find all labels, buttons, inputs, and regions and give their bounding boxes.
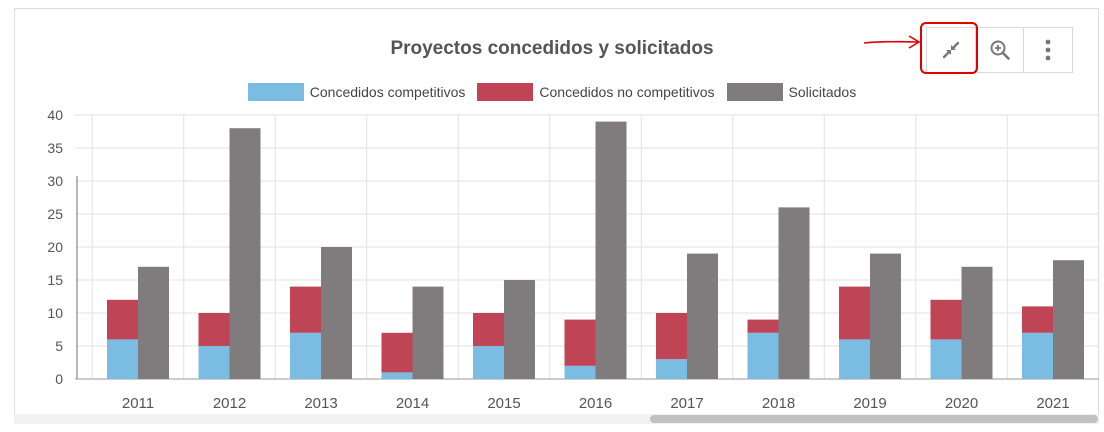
y-tick-label: 10 (47, 305, 63, 321)
zoom-in-button[interactable] (974, 28, 1024, 72)
x-tick-label-2011: 2011 (122, 395, 154, 412)
chart-title: Proyectos concedidos y solicitados (390, 38, 714, 59)
bar-concedidos-competitivos-2016 (564, 365, 596, 379)
bar-concedidos-no-competitivos-2016 (564, 319, 596, 366)
legend-swatch-no-competitivos (477, 83, 534, 101)
y-tick-label: 20 (47, 239, 63, 255)
legend-item-competitivos[interactable]: Concedidos competitivos (247, 83, 466, 101)
x-tick-label-2015: 2015 (487, 395, 520, 412)
x-tick-label-2018: 2018 (762, 395, 795, 412)
bar-concedidos-competitivos-2017 (656, 359, 687, 379)
bar-solicitados-2013 (321, 247, 352, 379)
bar-concedidos-no-competitivos-2014 (381, 332, 413, 373)
bar-concedidos-competitivos-2021 (1022, 332, 1053, 379)
bar-solicitados-2021 (1053, 260, 1084, 379)
x-tick-label-2016: 2016 (579, 395, 612, 412)
x-tick-label-2013: 2013 (304, 395, 337, 412)
bar-solicitados-2015 (504, 280, 535, 379)
bar-concedidos-competitivos-2015 (473, 346, 504, 379)
bar-concedidos-no-competitivos-2021 (1022, 306, 1053, 333)
bar-concedidos-no-competitivos-2015 (473, 313, 504, 346)
bar-solicitados-2012 (229, 128, 261, 379)
bar-solicitados-2018 (778, 207, 810, 379)
x-tick-label-2020: 2020 (945, 395, 978, 412)
bar-solicitados-2019 (870, 253, 901, 379)
bar-concedidos-no-competitivos-2018 (747, 319, 779, 333)
bar-concedidos-no-competitivos-2013 (290, 286, 321, 333)
bar-solicitados-2011 (138, 266, 169, 379)
legend-label-no-competitivos: Concedidos no competitivos (539, 84, 715, 100)
bar-concedidos-no-competitivos-2017 (656, 313, 687, 360)
y-tick-label: 15 (47, 272, 63, 288)
bar-concedidos-competitivos-2012 (198, 346, 230, 379)
bar-concedidos-competitivos-2018 (747, 332, 779, 379)
more-options-button[interactable] (1023, 28, 1072, 72)
bar-solicitados-2017 (687, 253, 718, 379)
exit-fullscreen-icon (942, 41, 960, 59)
legend-swatch-solicitados (726, 83, 783, 101)
bar-concedidos-competitivos-2014 (381, 372, 413, 379)
x-tick-label-2014: 2014 (396, 395, 429, 412)
bar-concedidos-competitivos-2019 (839, 339, 870, 379)
legend-label-solicitados: Solicitados (788, 84, 857, 100)
bar-concedidos-competitivos-2020 (930, 339, 962, 379)
zoom-in-icon (990, 40, 1010, 60)
bar-solicitados-2014 (412, 286, 444, 379)
legend-item-solicitados[interactable]: Solicitados (726, 83, 857, 101)
legend-item-no-competitivos[interactable]: Concedidos no competitivos (477, 83, 715, 101)
chart-container (14, 8, 1099, 422)
legend-label-competitivos: Concedidos competitivos (309, 84, 466, 100)
bar-concedidos-no-competitivos-2011 (107, 299, 138, 340)
chart-legend: Concedidos competitivos Concedidos no co… (0, 83, 1104, 101)
y-tick-label: 35 (47, 140, 63, 156)
exit-fullscreen-button[interactable] (927, 28, 975, 72)
x-tick-label-2012: 2012 (213, 395, 246, 412)
scrollbar-thumb[interactable] (650, 415, 1098, 423)
bar-concedidos-no-competitivos-2012 (198, 313, 230, 346)
y-tick-label: 25 (47, 206, 63, 222)
chart-toolbar (926, 27, 1073, 73)
y-tick-label: 40 (47, 107, 63, 123)
x-tick-label-2017: 2017 (670, 395, 703, 412)
bar-concedidos-competitivos-2011 (107, 339, 138, 379)
more-vertical-icon (1045, 39, 1051, 61)
x-tick-label-2019: 2019 (853, 395, 886, 412)
y-tick-label: 5 (55, 338, 63, 354)
y-tick-label: 0 (55, 371, 63, 387)
x-tick-label-2021: 2021 (1036, 395, 1069, 412)
horizontal-scrollbar[interactable] (14, 414, 1099, 424)
bar-concedidos-no-competitivos-2019 (839, 286, 870, 340)
bar-solicitados-2020 (961, 266, 993, 379)
bar-concedidos-competitivos-2013 (290, 332, 321, 379)
y-tick-label: 30 (47, 173, 63, 189)
bar-concedidos-no-competitivos-2020 (930, 299, 962, 340)
bar-solicitados-2016 (595, 121, 627, 379)
legend-swatch-competitivos (247, 83, 304, 101)
